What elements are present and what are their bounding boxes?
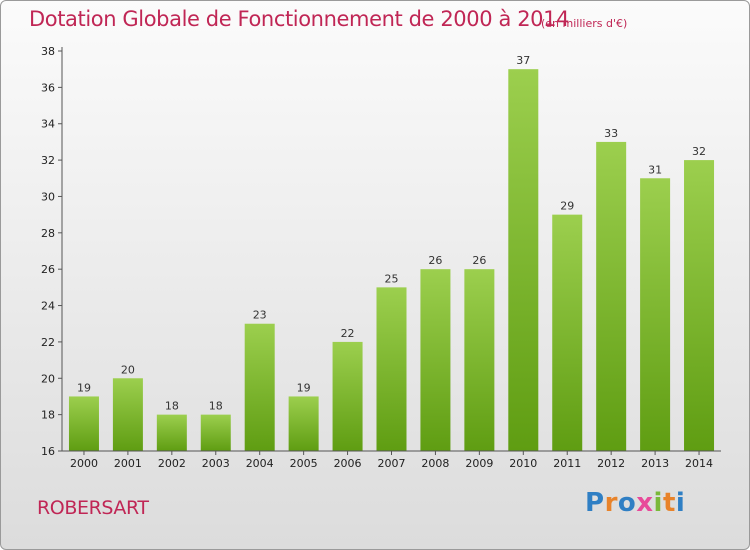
x-tick-label-2008: 2008 (421, 457, 449, 470)
value-label-2008: 26 (428, 254, 442, 267)
x-tick-label-2004: 2004 (246, 457, 274, 470)
logo-letter: x (636, 488, 654, 518)
bar-2005[interactable] (288, 396, 319, 451)
x-tick-label-2001: 2001 (114, 457, 142, 470)
value-label-2005: 19 (297, 381, 311, 394)
y-tick-label: 18 (41, 409, 55, 422)
value-label-2012: 33 (604, 127, 618, 140)
x-tick-label-2011: 2011 (553, 457, 581, 470)
x-tick-label-2014: 2014 (685, 457, 713, 470)
value-label-2013: 31 (648, 163, 662, 176)
x-tick-label-2000: 2000 (70, 457, 98, 470)
y-tick-label: 20 (41, 372, 55, 385)
value-label-2001: 20 (121, 363, 135, 376)
bar-2010[interactable] (508, 69, 539, 451)
bar-2006[interactable] (332, 341, 363, 451)
x-tick-label-2003: 2003 (202, 457, 230, 470)
logo-letter: r (604, 488, 618, 518)
bar-2008[interactable] (420, 269, 451, 451)
x-tick-label-2012: 2012 (597, 457, 625, 470)
chart-title: Dotation Globale de Fonctionnement de 20… (29, 7, 570, 31)
logo-letter: i (675, 488, 686, 518)
y-tick-label: 24 (41, 300, 55, 313)
bar-2004[interactable] (244, 323, 275, 451)
commune-name: ROBERSART (37, 497, 149, 519)
x-tick-label-2002: 2002 (158, 457, 186, 470)
value-label-2010: 37 (516, 54, 530, 67)
bar-2009[interactable] (464, 269, 495, 451)
x-tick-label-2005: 2005 (290, 457, 318, 470)
value-label-2007: 25 (385, 272, 399, 285)
bars-group: 19 20 18 18 23 19 22 25 26 26 37 29 33 31 32 (68, 54, 715, 452)
bar-2002[interactable] (156, 414, 187, 451)
x-tick-label-2013: 2013 (641, 457, 669, 470)
chart-unit: (en milliers d'€) (541, 17, 628, 30)
value-label-2003: 18 (209, 400, 223, 413)
value-label-2011: 29 (560, 200, 574, 213)
bar-2000[interactable] (68, 396, 99, 451)
y-tick-label: 22 (41, 336, 55, 349)
x-tick-label-2010: 2010 (509, 457, 537, 470)
logo-letter: i (653, 488, 663, 518)
x-tick-label-2007: 2007 (378, 457, 406, 470)
value-label-2009: 26 (472, 254, 486, 267)
y-tick-label: 34 (41, 118, 55, 131)
logo-letter: P (585, 488, 605, 518)
bar-2003[interactable] (200, 414, 231, 451)
logo-letter: o (617, 488, 637, 518)
bar-2001[interactable] (112, 378, 143, 451)
y-tick-label: 28 (41, 227, 55, 240)
x-tick-label-2006: 2006 (334, 457, 362, 470)
bar-2012[interactable] (596, 141, 627, 451)
value-label-2000: 19 (77, 381, 91, 394)
x-tick-label-2009: 2009 (465, 457, 493, 470)
y-tick-label: 30 (41, 190, 55, 203)
bar-2013[interactable] (640, 178, 671, 452)
value-label-2002: 18 (165, 400, 179, 413)
y-tick-label: 32 (41, 154, 55, 167)
logo-letter: t (662, 488, 676, 518)
value-label-2004: 23 (253, 309, 267, 322)
bar-2011[interactable] (552, 214, 583, 451)
y-tick-label: 36 (41, 81, 55, 94)
y-tick-label: 26 (41, 263, 55, 276)
bar-2014[interactable] (684, 160, 715, 451)
y-tick-label: 16 (41, 445, 55, 458)
y-tick-label: 38 (41, 45, 55, 58)
proxiti-logo[interactable]: Proxiti (585, 488, 685, 518)
value-label-2014: 32 (692, 145, 706, 158)
bar-2007[interactable] (376, 287, 407, 451)
value-label-2006: 22 (341, 327, 355, 340)
axes-group: 16 18 20 22 24 26 28 30 32 34 36 38 2000 2001 2002 2003… (41, 45, 721, 470)
